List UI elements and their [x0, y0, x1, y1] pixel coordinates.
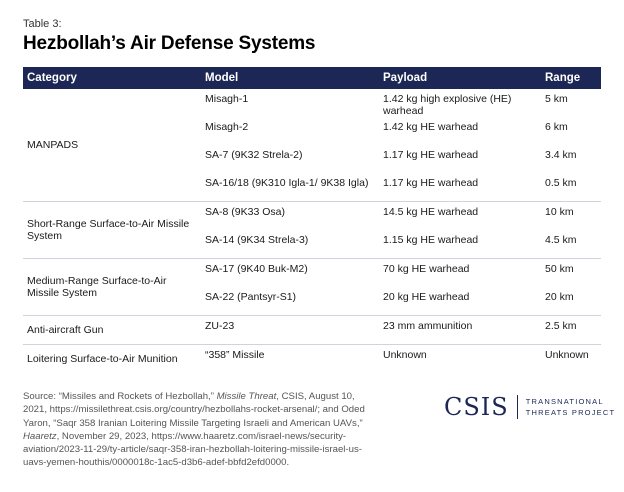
- range-cell: 2.5 km: [545, 320, 577, 332]
- category-cell: Short-Range Surface-to-Air Missile Syste…: [27, 217, 190, 243]
- source-middle: , CSIS, August 10, 2021, https://missile…: [23, 391, 365, 429]
- table-row: ZU-23 23 mm ammunition 2.5 km: [201, 316, 601, 344]
- model-cell: SA-16/18 (9K310 Igla-1/ 9K38 Igla): [205, 177, 369, 189]
- payload-cell: 70 kg HE warhead: [383, 263, 470, 275]
- table-row: SA-14 (9K34 Strela-3) 1.15 kg HE warhead…: [201, 230, 601, 258]
- payload-cell: 1.17 kg HE warhead: [383, 149, 479, 161]
- source-prefix: Source: “Missiles and Rockets of Hezboll…: [23, 391, 217, 402]
- range-cell: 10 km: [545, 206, 574, 218]
- source-publication-2: Haaretz: [23, 430, 57, 442]
- payload-cell: 20 kg HE warhead: [383, 291, 470, 303]
- range-cell: 3.4 km: [545, 149, 577, 161]
- page-title: Hezbollah’s Air Defense Systems: [23, 33, 316, 54]
- source-publication-1: Missile Threat: [216, 391, 277, 402]
- range-cell: Unknown: [545, 349, 589, 361]
- table-row: SA-8 (9K33 Osa) 14.5 kg HE warhead 10 km: [201, 202, 601, 230]
- header-model: Model: [205, 72, 239, 84]
- table-row: “358” Missile Unknown Unknown: [201, 345, 601, 373]
- model-cell: ZU-23: [205, 320, 235, 332]
- logo-subtitle-line-1: TRANSNATIONAL: [525, 397, 604, 406]
- model-cell: SA-7 (9K32 Strela-2): [205, 149, 303, 161]
- group-loitering: Loitering Surface-to-Air Munition “358” …: [23, 345, 601, 373]
- model-cell: Misagh-2: [205, 121, 249, 133]
- logo-divider: [516, 395, 518, 419]
- range-cell: 0.5 km: [545, 177, 577, 189]
- range-cell: 6 km: [545, 121, 568, 133]
- category-cell: Anti-aircraft Gun: [27, 323, 104, 336]
- group-short-range: Short-Range Surface-to-Air Missile Syste…: [23, 202, 601, 259]
- table-row: SA-17 (9K40 Buk-M2) 70 kg HE warhead 50 …: [201, 259, 601, 287]
- group-medium-range: Medium-Range Surface-to-Air Missile Syst…: [23, 259, 601, 316]
- range-cell: 4.5 km: [545, 234, 577, 246]
- table-row: SA-22 (Pantsyr-S1) 20 kg HE warhead 20 k…: [201, 287, 601, 315]
- header-category: Category: [27, 72, 77, 84]
- model-cell: SA-17 (9K40 Buk-M2): [205, 263, 308, 275]
- source-suffix: , November 29, 2023, https://www.haaretz…: [23, 430, 362, 469]
- range-cell: 20 km: [545, 291, 574, 303]
- header-payload: Payload: [383, 72, 428, 84]
- source-note: Source: “Missiles and Rockets of Hezboll…: [23, 390, 375, 470]
- payload-cell: 14.5 kg HE warhead: [383, 206, 479, 218]
- range-cell: 5 km: [545, 93, 568, 105]
- group-manpads: MANPADS Misagh-1 1.42 kg high explosive …: [23, 89, 601, 202]
- category-cell: MANPADS: [27, 138, 79, 151]
- table-row: Misagh-1 1.42 kg high explosive (HE) war…: [201, 89, 601, 117]
- range-cell: 50 km: [545, 263, 574, 275]
- logo-wordmark: CSIS: [444, 393, 509, 421]
- model-cell: SA-14 (9K34 Strela-3): [205, 234, 309, 246]
- model-cell: SA-22 (Pantsyr-S1): [205, 291, 297, 303]
- model-cell: SA-8 (9K33 Osa): [205, 206, 285, 218]
- logo-subtitle-line-2: THREATS PROJECT: [525, 408, 616, 417]
- group-anti-aircraft: Anti-aircraft Gun ZU-23 23 mm ammunition…: [23, 316, 601, 345]
- model-cell: Misagh-1: [205, 93, 249, 105]
- category-cell: Loitering Surface-to-Air Munition: [27, 352, 178, 365]
- table-label: Table 3:: [23, 18, 62, 30]
- model-cell: “358” Missile: [205, 349, 265, 361]
- category-cell: Medium-Range Surface-to-Air Missile Syst…: [27, 274, 167, 300]
- payload-cell: 1.42 kg high explosive (HE) warhead: [383, 93, 512, 117]
- payload-cell: Unknown: [383, 349, 427, 361]
- header-range: Range: [545, 72, 581, 84]
- payload-cell: 1.17 kg HE warhead: [383, 177, 479, 189]
- table-row: SA-16/18 (9K310 Igla-1/ 9K38 Igla) 1.17 …: [201, 173, 601, 201]
- table-header: Category Model Payload Range: [23, 67, 601, 89]
- table-row: SA-7 (9K32 Strela-2) 1.17 kg HE warhead …: [201, 145, 601, 173]
- payload-cell: 23 mm ammunition: [383, 320, 473, 332]
- csis-logo: CSIS TRANSNATIONAL THREATS PROJECT: [444, 393, 615, 421]
- table-row: Misagh-2 1.42 kg HE warhead 6 km: [201, 117, 601, 145]
- air-defense-table: Category Model Payload Range MANPADS Mis…: [23, 67, 601, 373]
- payload-cell: 1.42 kg HE warhead: [383, 121, 479, 133]
- logo-subtitle: TRANSNATIONAL THREATS PROJECT: [526, 396, 616, 418]
- payload-cell: 1.15 kg HE warhead: [383, 234, 479, 246]
